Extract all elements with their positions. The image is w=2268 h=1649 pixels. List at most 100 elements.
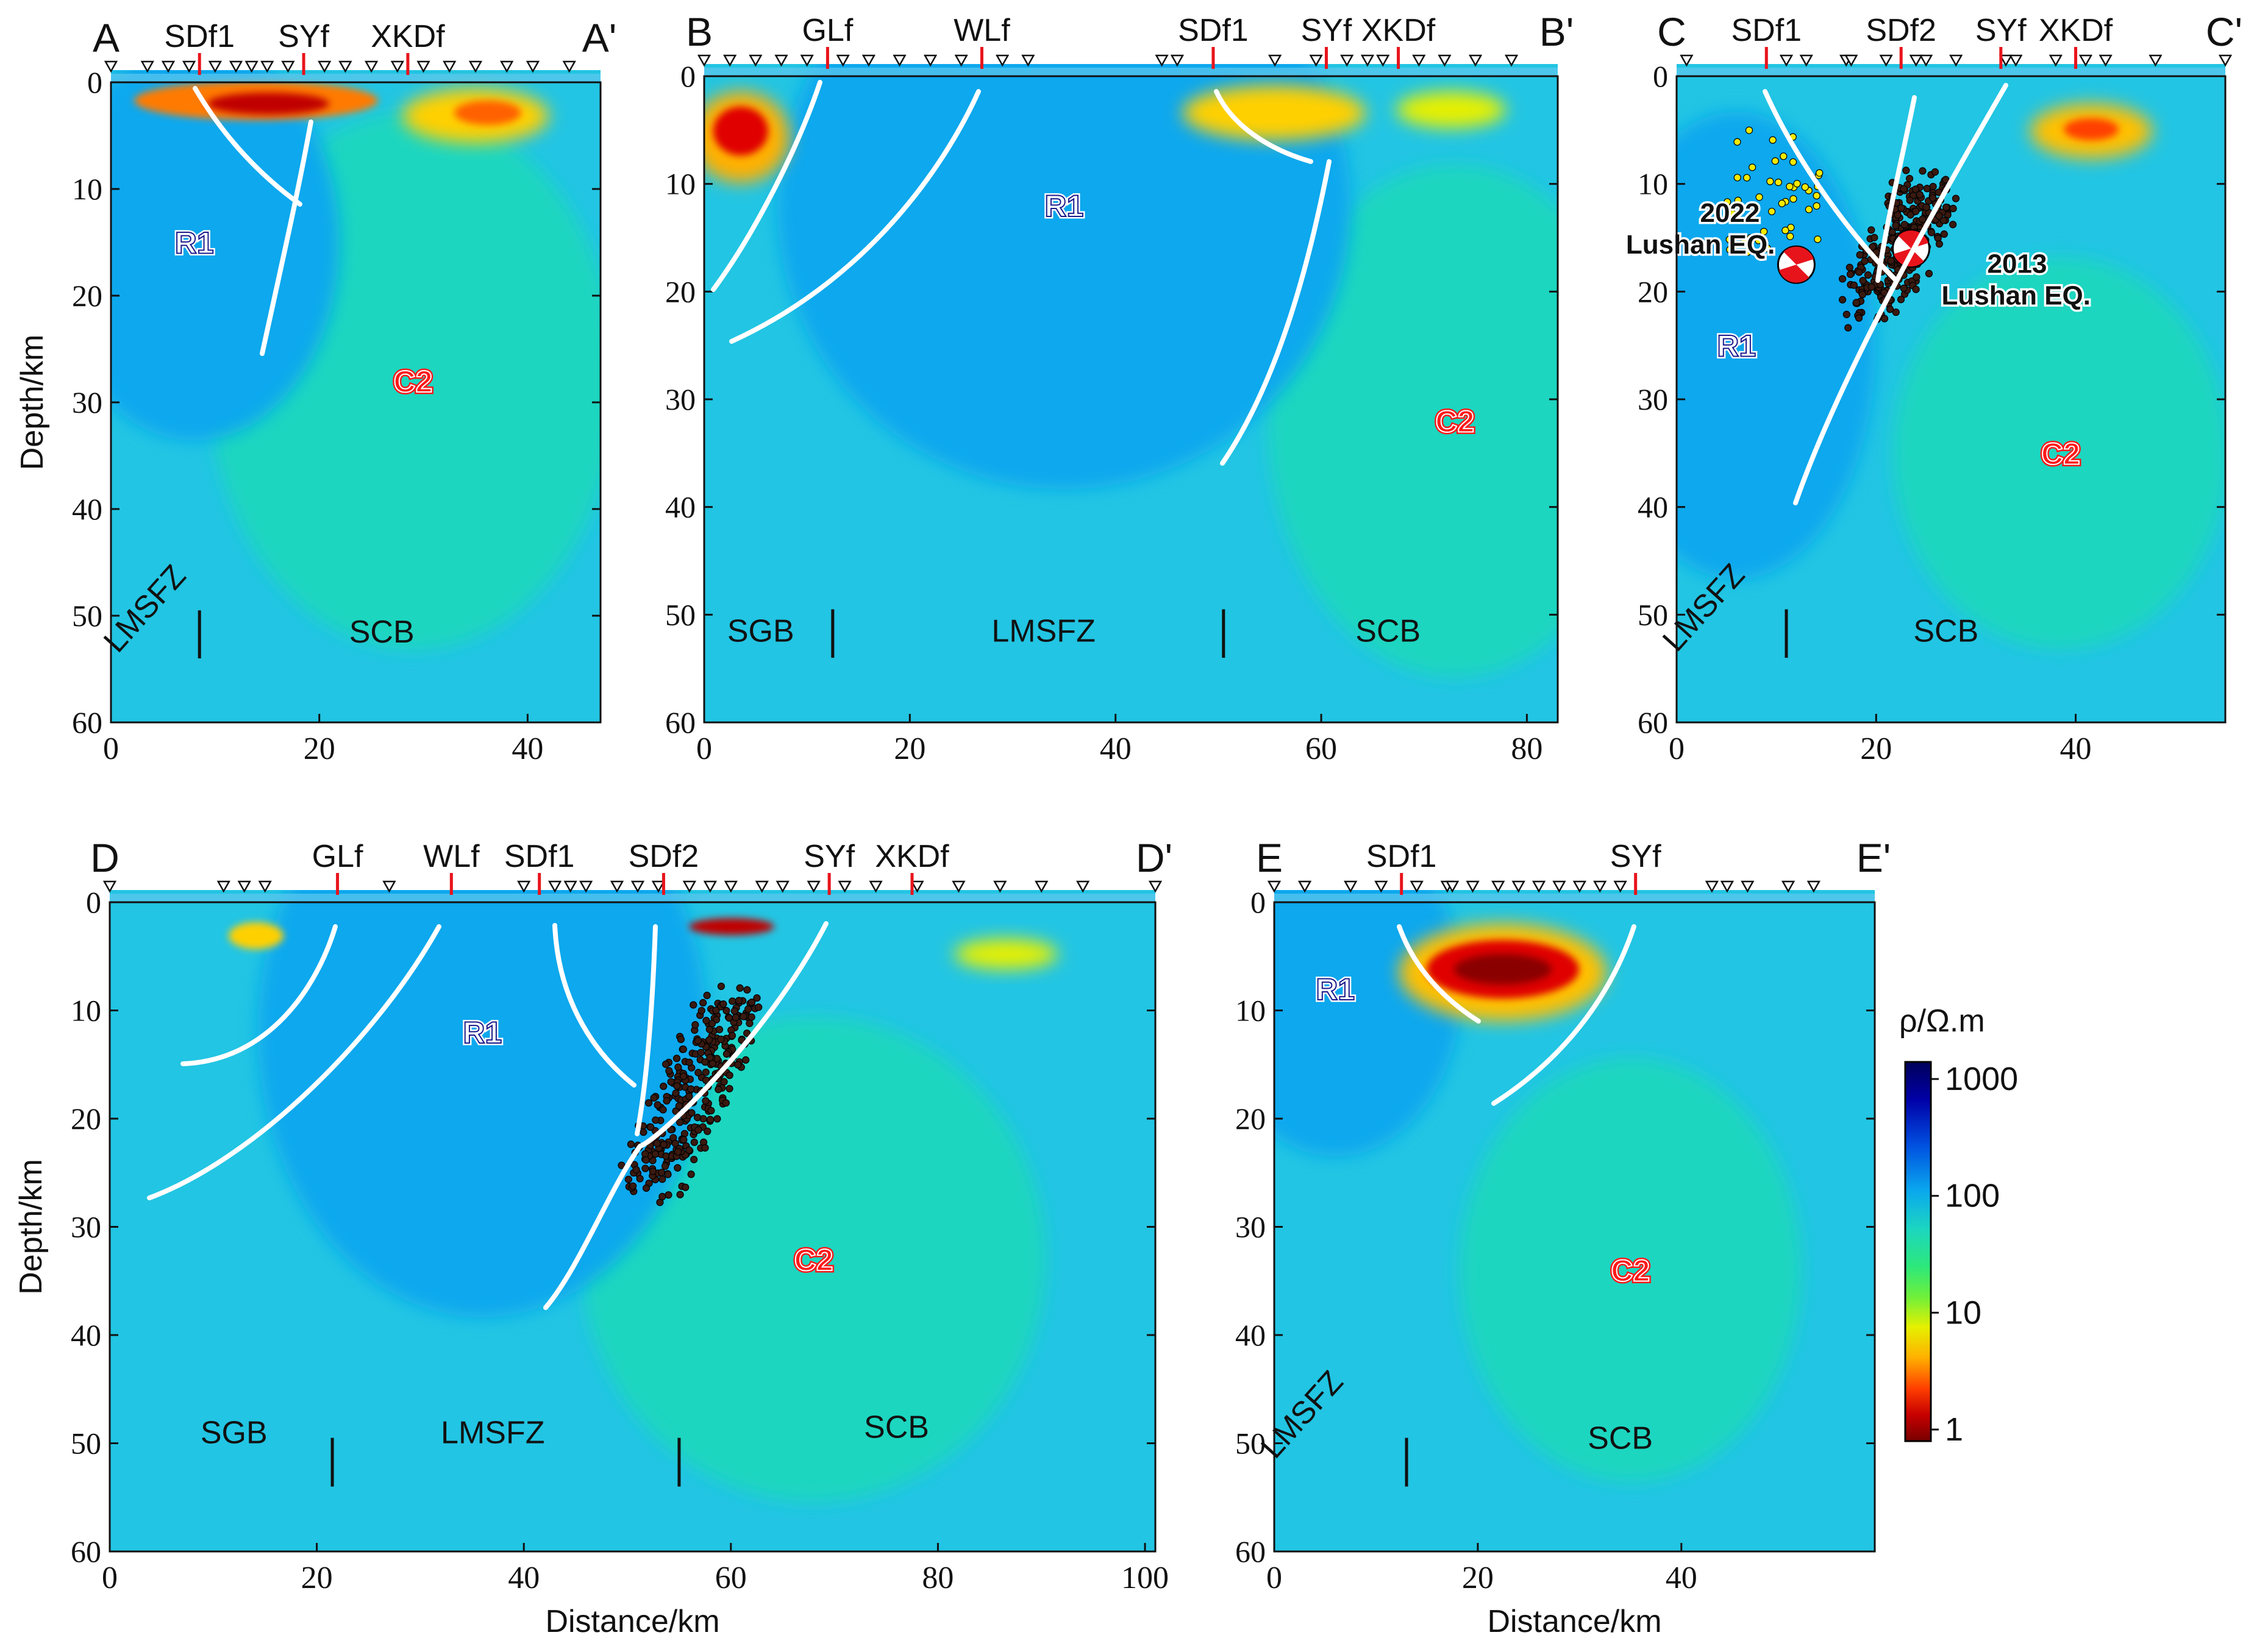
topography-strip xyxy=(704,68,1558,76)
anomaly-label-fill: R1 xyxy=(463,1016,502,1050)
earthquake-hypocenter xyxy=(1814,235,1822,243)
mt-station-marker xyxy=(1572,880,1586,893)
y-tick-label: 60 xyxy=(1638,705,1668,739)
mt-station-marker xyxy=(2149,54,2163,67)
mt-station-marker xyxy=(1446,880,1460,893)
conductive-body xyxy=(1893,257,2225,649)
mt-station-marker xyxy=(1344,880,1358,893)
profile-end-label: A' xyxy=(582,15,617,60)
mt-station-marker xyxy=(923,54,938,67)
y-axis-label: Depth/km xyxy=(13,1159,49,1295)
earthquake-hypocenter xyxy=(650,1094,658,1102)
tectonic-zone-label: SCB xyxy=(1913,614,1978,649)
x-axis-label: Distance/km xyxy=(1487,1604,1661,1639)
tectonic-zone-label: SGB xyxy=(201,1416,268,1451)
x-tick-label: 40 xyxy=(508,1561,540,1595)
earthquake-hypocenter xyxy=(701,1144,709,1152)
earthquake-hypocenter xyxy=(1922,203,1930,212)
earthquake-hypocenter xyxy=(1733,138,1741,146)
anomaly-label-fill: C2 xyxy=(1435,404,1474,438)
mt-station-marker xyxy=(1021,54,1035,67)
earthquake-hypocenter xyxy=(673,1082,681,1090)
earthquake-hypocenter xyxy=(652,1116,660,1124)
earthquake-hypocenter xyxy=(728,1031,736,1039)
y-tick-label: 10 xyxy=(71,994,101,1028)
topography-strip xyxy=(110,894,1155,902)
earthquake-hypocenter xyxy=(627,1140,635,1149)
mt-station-marker xyxy=(861,54,876,67)
earthquake-hypocenter xyxy=(659,1106,667,1114)
anomaly-label-fill: R1 xyxy=(1316,972,1355,1006)
fault-label: SDf2 xyxy=(1866,13,1936,48)
earthquake-hypocenter xyxy=(1855,314,1863,322)
earthquake-hypocenter xyxy=(1942,204,1950,212)
earthquake-hypocenter xyxy=(1786,232,1794,240)
earthquake-hypocenter xyxy=(691,1021,699,1029)
mt-station-marker xyxy=(869,880,883,893)
fault-trace-syf-c xyxy=(1793,83,2008,505)
resistive-body xyxy=(777,64,1351,490)
earthquake-hypocenter xyxy=(717,1035,725,1043)
x-tick-label: 0 xyxy=(696,732,712,766)
x-tick-label: 20 xyxy=(304,732,335,766)
earthquake-hypocenter xyxy=(1892,221,1900,229)
tectonic-zone-label: SCB xyxy=(1588,1420,1653,1456)
earthquake-hypocenter xyxy=(719,1000,727,1008)
mt-station-marker xyxy=(281,60,295,73)
mt-station-marker xyxy=(1799,54,1813,67)
profile-end-label: B' xyxy=(1539,9,1574,54)
x-tick-label: 40 xyxy=(1100,732,1132,766)
y-tick-label: 30 xyxy=(665,382,696,416)
surface-conductive-patch xyxy=(713,107,768,155)
earthquake-hypocenter xyxy=(685,1146,693,1154)
earthquake-hypocenter xyxy=(1949,204,1957,213)
focal-label-name: Lushan EQ. xyxy=(1626,230,1775,260)
fault-label: SDf1 xyxy=(1366,839,1437,874)
y-tick-label: 50 xyxy=(1235,1426,1266,1461)
conductive-body xyxy=(1459,1058,1802,1483)
fault-label: SYf xyxy=(1975,13,2027,48)
earthquake-hypocenter xyxy=(742,1056,750,1064)
earthquake-hypocenter xyxy=(729,997,736,1005)
mt-station-marker xyxy=(1438,54,1452,67)
earthquake-hypocenter xyxy=(1845,263,1853,271)
earthquake-hypocenter xyxy=(1786,182,1794,191)
mt-station-marker xyxy=(526,60,540,73)
x-tick-label: 0 xyxy=(102,1561,118,1595)
mt-station-marker xyxy=(517,880,531,893)
mt-station-marker xyxy=(1076,880,1090,893)
x-tick-label: 60 xyxy=(715,1561,747,1595)
colorbar-ramp xyxy=(1904,1061,1932,1442)
earthquake-hypocenter xyxy=(1844,324,1852,332)
mt-station-marker xyxy=(954,54,968,67)
earthquake-hypocenter xyxy=(663,1097,671,1105)
earthquake-hypocenter xyxy=(1880,315,1889,322)
earthquake-hypocenter xyxy=(712,1006,720,1014)
earthquake-hypocenter xyxy=(1801,183,1809,191)
resistivity-model xyxy=(1677,104,2225,649)
resistive-body xyxy=(111,70,340,441)
earthquake-hypocenter xyxy=(1912,207,1920,215)
tectonic-zone-label: LMSFZ xyxy=(991,614,1095,649)
mt-station-marker xyxy=(993,880,1007,893)
earthquake-hypocenter xyxy=(1763,244,1771,252)
mt-station-marker xyxy=(776,880,790,893)
earthquake-hypocenter xyxy=(664,1170,672,1178)
fault-label: SYf xyxy=(1610,839,1661,874)
earthquake-hypocenter xyxy=(667,1125,675,1134)
mt-station-marker xyxy=(1466,880,1480,893)
earthquake-hypocenter xyxy=(1725,235,1733,244)
mt-station-marker xyxy=(1613,880,1627,893)
tectonic-zone-label: LMSFZ xyxy=(441,1416,544,1451)
x-tick-label: 40 xyxy=(1666,1561,1697,1595)
earthquake-hypocenter xyxy=(726,1084,733,1092)
fault-trace-syf-b xyxy=(1220,159,1332,466)
earthquake-hypocenter xyxy=(649,1167,657,1175)
mt-station-marker xyxy=(1720,880,1735,893)
y-tick-label: 40 xyxy=(1638,490,1668,524)
surface-conductive-patch xyxy=(689,918,774,935)
earthquake-hypocenter xyxy=(641,1150,649,1158)
x-tick-label: 80 xyxy=(922,1561,954,1595)
y-tick-label: 50 xyxy=(72,599,102,633)
